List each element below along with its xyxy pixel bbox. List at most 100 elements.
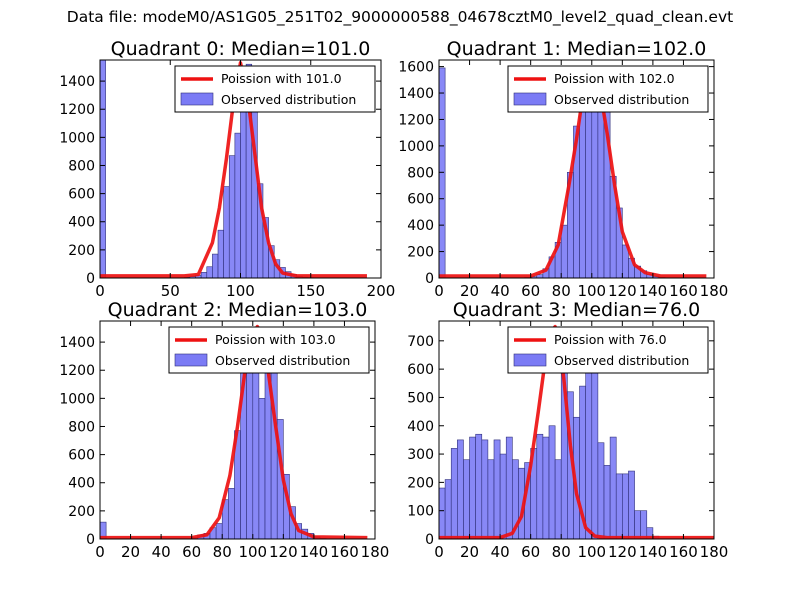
- x-tick-label: 40: [491, 543, 510, 561]
- y-tick-label: 400: [407, 218, 434, 234]
- panel-title: Quadrant 2: Median=103.0: [108, 299, 368, 321]
- histogram-bar: [240, 86, 247, 278]
- histogram-bar: [554, 459, 562, 539]
- y-tick-label: 1400: [59, 335, 95, 351]
- legend: Poission with 102.0 Observed distribution: [507, 65, 709, 113]
- histogram-bar: [609, 436, 617, 539]
- histogram-bar: [640, 510, 648, 539]
- x-tick-label: 160: [669, 282, 698, 300]
- axes-frame: [438, 59, 715, 279]
- histogram-bar: [585, 91, 593, 278]
- x-tick-label: 180: [700, 282, 729, 300]
- y-tick-label: 1400: [59, 74, 95, 90]
- y-tick-label: 0: [86, 532, 95, 548]
- y-tick-label: 400: [68, 476, 95, 492]
- quadrant-1-panel: 0 20 40 60 80 100 120 140 160 180 0 200 400 600 800 100…: [398, 38, 728, 300]
- histogram-bar: [615, 473, 623, 539]
- panel-title: Quadrant 3: Median=76.0: [453, 299, 701, 321]
- histogram-bar: [505, 436, 513, 539]
- y-tick-label: 400: [68, 215, 95, 231]
- histogram-bar: [634, 510, 641, 539]
- legend: Poission with 103.0 Observed distribution: [168, 326, 370, 374]
- y-tick-label: 1200: [59, 363, 95, 379]
- y-tick-label: 600: [407, 192, 434, 208]
- histogram-bar: [270, 353, 278, 539]
- y-tick-label: 800: [407, 165, 434, 181]
- histogram-bar: [212, 253, 219, 278]
- x-tick-label: 60: [521, 282, 540, 300]
- histogram-bar: [463, 459, 470, 539]
- x-tick-label: 100: [577, 543, 606, 561]
- y-tick-label: 1200: [59, 102, 95, 118]
- x-tick-label: 120: [608, 282, 637, 300]
- histogram-bar: [258, 398, 266, 539]
- x-tick-label: 80: [552, 282, 571, 300]
- y-tick-label: 1200: [398, 112, 434, 128]
- histogram-bar: [444, 479, 452, 539]
- legend: Poission with 76.0 Observed distribution: [507, 326, 709, 374]
- y-tick-label: 200: [407, 245, 434, 261]
- y-tick-label: 700: [407, 334, 434, 350]
- histogram-bar: [200, 272, 208, 278]
- legend-entry-poisson: Poission with 103.0: [215, 332, 336, 347]
- histogram-bar: [579, 100, 586, 278]
- histogram-bar: [591, 371, 599, 539]
- legend-entry-observed: Observed distribution: [554, 92, 689, 107]
- histogram-bar: [597, 442, 605, 539]
- y-tick-label: 200: [68, 504, 95, 520]
- histogram-bar: [493, 439, 501, 539]
- histogram-bar: [450, 448, 458, 539]
- x-tick-label: 180: [361, 543, 390, 561]
- figure-suptitle: Data file: modeM0/AS1G05_251T02_90000005…: [66, 8, 734, 26]
- histogram-bar: [542, 436, 550, 539]
- histogram-bar: [469, 436, 476, 539]
- legend-entry-observed: Observed distribution: [221, 92, 356, 107]
- histogram-bar: [206, 266, 213, 278]
- panel-title: Quadrant 1: Median=102.0: [447, 38, 707, 60]
- legend-entry-poisson: Poission with 76.0: [554, 332, 667, 347]
- y-tick-label: 600: [68, 448, 95, 464]
- x-tick-label: 180: [700, 543, 729, 561]
- x-tick-label: 120: [608, 543, 637, 561]
- legend-entry-observed: Observed distribution: [215, 353, 350, 368]
- histogram-bar: [628, 470, 635, 539]
- histogram-bar: [499, 453, 507, 539]
- histogram-bar: [475, 433, 483, 539]
- quadrant-2-panel: 0 20 40 60 80 100 120 140 160 180 0 200 400 600 800 100…: [59, 299, 389, 561]
- histogram-bar: [622, 473, 629, 539]
- x-tick-label: 80: [213, 543, 232, 561]
- y-tick-label: 100: [407, 504, 434, 520]
- histogram-bar: [234, 132, 241, 278]
- x-tick-label: 40: [491, 282, 510, 300]
- histogram-bar: [215, 523, 223, 539]
- x-tick-label: 160: [669, 543, 698, 561]
- x-tick-label: 20: [121, 543, 140, 561]
- y-tick-label: 400: [407, 419, 434, 435]
- histogram-bar: [217, 229, 224, 278]
- legend-entry-poisson: Poission with 102.0: [554, 71, 675, 86]
- x-tick-label: 140: [639, 282, 668, 300]
- x-tick-label: 20: [460, 282, 479, 300]
- quadrant-3-plot-area: [439, 324, 714, 539]
- x-tick-label: 20: [460, 543, 479, 561]
- x-tick-label: 0: [434, 543, 444, 561]
- x-tick-label: 0: [434, 282, 444, 300]
- y-tick-label: 600: [407, 362, 434, 378]
- quadrant-0-panel: 0 50 100 150 200 0 200 400 600 800 1000 1200 1400 Qua…: [59, 38, 395, 300]
- x-tick-label: 150: [296, 282, 325, 300]
- x-tick-label: 120: [269, 543, 298, 561]
- legend-bar-swatch: [513, 92, 547, 106]
- y-tick-label: 0: [86, 271, 95, 287]
- y-tick-label: 800: [68, 419, 95, 435]
- legend-bar-swatch: [174, 353, 208, 367]
- y-tick-label: 1000: [59, 391, 95, 407]
- x-tick-label: 200: [367, 282, 396, 300]
- y-tick-label: 0: [425, 532, 434, 548]
- histogram-bar: [246, 358, 254, 539]
- y-tick-label: 600: [68, 187, 95, 203]
- x-tick-label: 40: [152, 543, 171, 561]
- y-tick-label: 0: [425, 271, 434, 287]
- x-tick-label: 160: [330, 543, 359, 561]
- y-tick-label: 200: [68, 243, 95, 259]
